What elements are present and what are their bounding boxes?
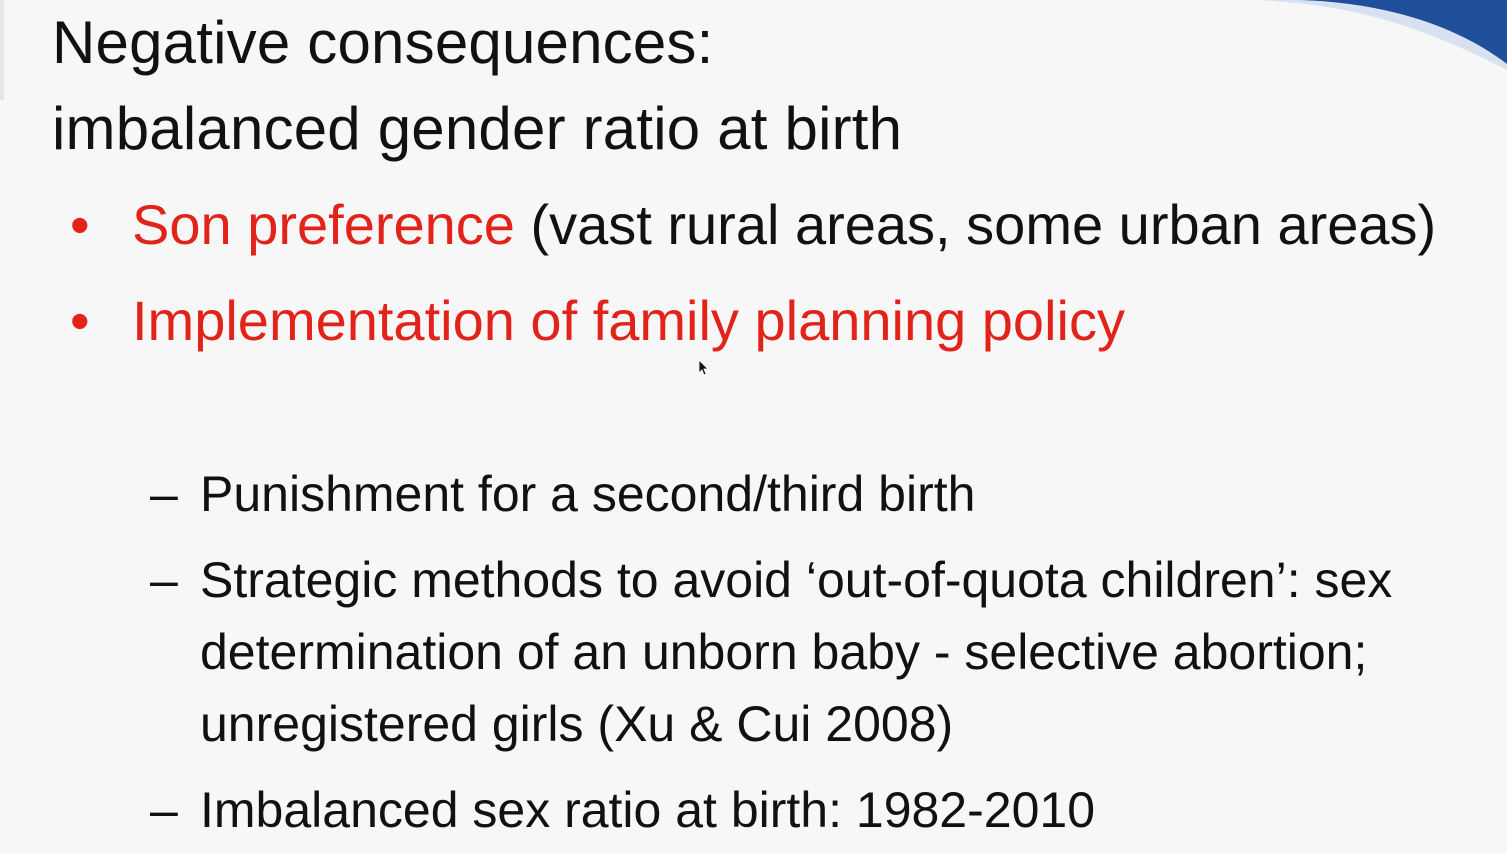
sub-item-dash: – — [150, 552, 178, 608]
sub-item-text: Punishment for a second/third birth — [200, 466, 976, 522]
title-line-1: Negative consequences: — [52, 9, 714, 76]
bullet-highlight: Implementation of family planning policy — [132, 289, 1125, 352]
bullet-dot: • — [70, 289, 90, 352]
blue-swoosh-decoration — [1257, 0, 1507, 70]
title-line-2: imbalanced gender ratio at birth — [52, 95, 903, 162]
sub-item-list: – Punishment for a second/third birth – … — [150, 458, 1490, 854]
sub-item-text: Strategic methods to avoid ‘out-of-quota… — [200, 552, 1393, 752]
slide-title: Negative consequences: imbalanced gender… — [52, 0, 1202, 172]
mouse-pointer-icon — [699, 360, 709, 376]
bullet-highlight: Son preference — [132, 193, 515, 256]
sub-item-dash: – — [150, 782, 178, 838]
bullet-item-family-planning: • Implementation of family planning poli… — [70, 279, 1470, 363]
bullet-list: • Son preference (vast rural areas, some… — [70, 183, 1470, 375]
sub-item-sex-ratio: – Imbalanced sex ratio at birth: 1982-20… — [150, 774, 1490, 846]
bullet-text: (vast rural areas, some urban areas) — [514, 193, 1437, 256]
bullet-item-son-preference: • Son preference (vast rural areas, some… — [70, 183, 1470, 267]
bullet-dot: • — [70, 193, 90, 256]
sub-item-text: Imbalanced sex ratio at birth: 1982-2010 — [200, 782, 1095, 838]
left-frame-edge — [0, 0, 4, 100]
sub-item-strategic-methods: – Strategic methods to avoid ‘out-of-quo… — [150, 544, 1490, 760]
sub-item-punishment: – Punishment for a second/third birth — [150, 458, 1490, 530]
sub-item-dash: – — [150, 466, 178, 522]
